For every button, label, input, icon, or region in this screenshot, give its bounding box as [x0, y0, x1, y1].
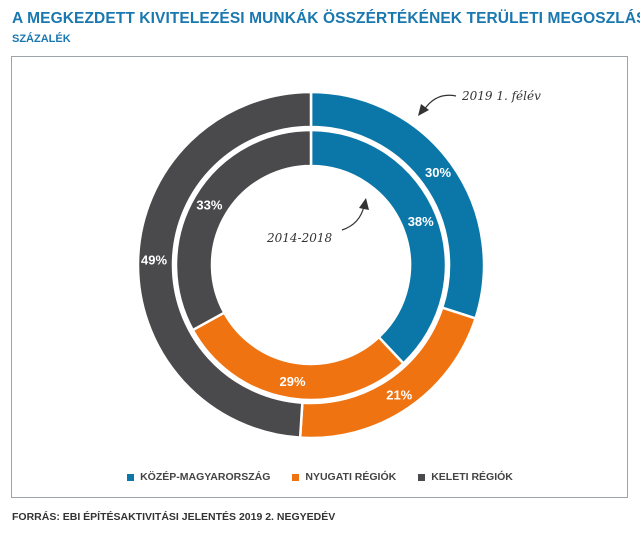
- inner-ring-annotation: 2014-2018: [266, 231, 332, 245]
- donut-chart: 30% 21% 49% 38% 29% 33% 2019 1. félév 2014-2018: [136, 89, 541, 440]
- legend-item-3: KELETI RÉGIÓK: [418, 471, 513, 483]
- legend-label-2: NYUGATI RÉGIÓK: [305, 471, 397, 483]
- inner-ring-slice-1: [309, 128, 448, 366]
- inner-ring-label-3: 33%: [196, 197, 222, 212]
- outer-ring-arrow: [423, 94, 457, 111]
- outer-ring-label-2: 21%: [386, 387, 412, 402]
- chart-title: A MEGKEZDETT KIVITELEZÉSI MUNKÁK ÖSSZÉRT…: [12, 10, 640, 27]
- chart-legend: KÖZÉP-MAGYARORSZÁG NYUGATI RÉGIÓK KELETI R…: [0, 471, 640, 483]
- outer-ring-slice-3: [136, 90, 313, 439]
- outer-ring-label-1: 30%: [425, 165, 451, 180]
- inner-ring-label-2: 29%: [280, 374, 306, 389]
- legend-swatch-2: [292, 473, 300, 481]
- inner-ring-slice-3: [174, 128, 313, 332]
- outer-ring-arrowhead: [418, 104, 429, 116]
- chart-subtitle: SZÁZALÉK: [12, 33, 71, 45]
- legend-item-1: KÖZÉP-MAGYARORSZÁG: [127, 471, 270, 483]
- legend-label-3: KELETI RÉGIÓK: [431, 471, 513, 483]
- outer-ring-label-3: 49%: [141, 253, 167, 268]
- outer-ring-annotation: 2019 1. félév: [461, 89, 541, 103]
- legend-swatch-3: [418, 473, 426, 481]
- legend-swatch-1: [127, 473, 135, 481]
- chart-panel: [11, 56, 628, 498]
- inner-ring-label-1: 38%: [408, 214, 434, 229]
- inner-ring-arrowhead: [359, 198, 369, 210]
- legend-label-1: KÖZÉP-MAGYARORSZÁG: [140, 471, 271, 483]
- inner-ring-arrow: [341, 205, 365, 231]
- legend-item-2: NYUGATI RÉGIÓK: [292, 471, 396, 483]
- source-note: FORRÁS: EBI ÉPÍTÉSAKTIVITÁSI JELENTÉS 20…: [12, 511, 336, 523]
